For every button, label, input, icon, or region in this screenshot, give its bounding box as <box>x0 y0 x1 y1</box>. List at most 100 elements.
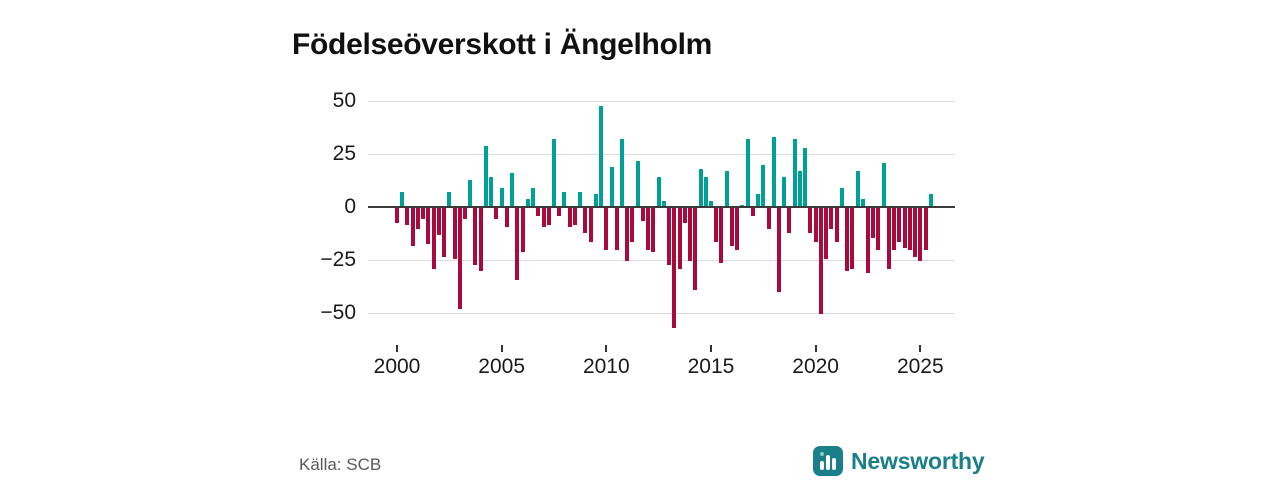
bar-2021Q2 <box>839 187 844 207</box>
bar-2002Q3 <box>447 192 452 207</box>
bar-2003Q1 <box>457 208 462 310</box>
x-axis-tick-label: 2010 <box>582 355 630 378</box>
bar-2016Q1 <box>729 208 734 247</box>
x-axis-tick-label: 2005 <box>478 355 526 378</box>
bar-2014Q3 <box>698 168 703 207</box>
bar-2019Q2 <box>797 171 802 207</box>
bar-2004Q3 <box>489 177 494 207</box>
x-axis-tick <box>814 345 817 352</box>
source-note: Källa: SCB <box>299 455 382 474</box>
bar-2021Q1 <box>834 208 839 242</box>
bar-2009Q3 <box>593 194 598 207</box>
bar-2019Q1 <box>792 139 797 207</box>
bar-2015Q2 <box>714 208 719 242</box>
bar-2025Q3 <box>928 194 933 207</box>
bar-2024Q3 <box>907 208 912 251</box>
bar-2011Q2 <box>630 208 635 242</box>
bar-2008Q2 <box>567 208 572 227</box>
bar-2000Q4 <box>410 208 415 247</box>
bar-2009Q2 <box>588 208 593 242</box>
bar-2008Q3 <box>572 208 577 225</box>
bar-2005Q4 <box>515 208 520 280</box>
brand-name: Newsworthy <box>851 447 985 474</box>
bar-2015Q3 <box>719 208 724 263</box>
bar-2017Q2 <box>756 194 761 207</box>
bar-2004Q4 <box>494 208 499 219</box>
bar-2006Q1 <box>520 208 525 253</box>
bar-2005Q3 <box>510 173 515 207</box>
bar-2018Q2 <box>777 208 781 293</box>
bar-2009Q4 <box>599 105 604 207</box>
gridline <box>368 154 955 156</box>
x-axis-zero-line <box>368 206 955 208</box>
bar-2023Q4 <box>892 208 897 251</box>
bar-2002Q2 <box>442 208 447 257</box>
bar-2012Q4 <box>661 200 666 207</box>
bar-2007Q2 <box>546 208 551 225</box>
bar-2023Q3 <box>886 208 891 270</box>
bar-2001Q3 <box>426 208 431 244</box>
bar-2004Q2 <box>483 145 488 207</box>
y-axis-tick-label: 50 <box>332 89 356 113</box>
bar-2011Q1 <box>625 208 630 261</box>
bar-2024Q1 <box>897 208 902 242</box>
bar-2002Q1 <box>436 208 441 236</box>
y-axis-tick-label: −50 <box>320 300 356 324</box>
bar-2011Q4 <box>640 208 645 221</box>
bar-2000Q3 <box>405 208 410 225</box>
bar-2018Q1 <box>771 137 776 207</box>
bar-2010Q3 <box>614 208 619 251</box>
bar-2013Q2 <box>672 208 677 329</box>
bar-2003Q2 <box>463 208 468 219</box>
bar-2007Q4 <box>557 208 562 217</box>
bar-2004Q1 <box>478 208 483 272</box>
bar-2005Q2 <box>504 208 509 227</box>
bar-2006Q2 <box>525 198 530 207</box>
x-axis-tick-label: 2015 <box>687 355 735 378</box>
bar-2010Q1 <box>604 208 609 251</box>
x-axis-tick <box>709 345 712 352</box>
bar-2022Q3 <box>865 208 870 274</box>
bar-2021Q3 <box>845 208 850 272</box>
bar-2013Q1 <box>667 208 672 266</box>
bar-2020Q1 <box>813 208 818 242</box>
bar-2008Q4 <box>578 192 583 207</box>
bar-2016Q2 <box>735 208 740 251</box>
bar-2005Q1 <box>499 187 504 207</box>
bar-2013Q4 <box>682 208 687 223</box>
bar-2000Q2 <box>400 192 405 207</box>
bar-2003Q4 <box>473 208 478 266</box>
bar-2013Q3 <box>677 208 682 270</box>
bar-2023Q2 <box>881 162 886 207</box>
bar-2023Q1 <box>876 208 881 251</box>
bar-2012Q2 <box>651 208 656 253</box>
bar-2020Q3 <box>824 208 829 259</box>
x-axis-tick <box>396 345 398 352</box>
bar-2014Q2 <box>693 208 698 291</box>
bar-2019Q3 <box>803 147 808 207</box>
bar-2008Q1 <box>562 192 567 207</box>
bar-2017Q1 <box>750 208 755 217</box>
bar-2020Q2 <box>818 208 823 314</box>
bar-2007Q3 <box>551 139 556 207</box>
x-axis-tick-label: 2020 <box>792 355 839 378</box>
bar-2022Q2 <box>860 198 865 207</box>
gridline <box>368 312 955 314</box>
bar-2003Q3 <box>468 179 473 207</box>
bar-2016Q4 <box>745 139 750 207</box>
chart-title: Födelseöverskott i Ängelholm <box>292 28 713 62</box>
bar-2014Q1 <box>688 208 693 261</box>
y-axis-tick-label: 0 <box>344 195 356 218</box>
bar-2020Q4 <box>829 208 834 230</box>
bar-2024Q4 <box>913 208 918 257</box>
bar-2007Q1 <box>541 208 546 227</box>
bar-2001Q4 <box>431 208 436 270</box>
bar-2015Q4 <box>724 171 729 207</box>
bar-2001Q2 <box>421 208 426 219</box>
x-axis-tick <box>919 345 922 352</box>
bar-2018Q3 <box>782 177 787 207</box>
bar-2025Q1 <box>918 208 923 261</box>
bar-2016Q3 <box>740 204 745 207</box>
bar-2015Q1 <box>708 200 713 207</box>
